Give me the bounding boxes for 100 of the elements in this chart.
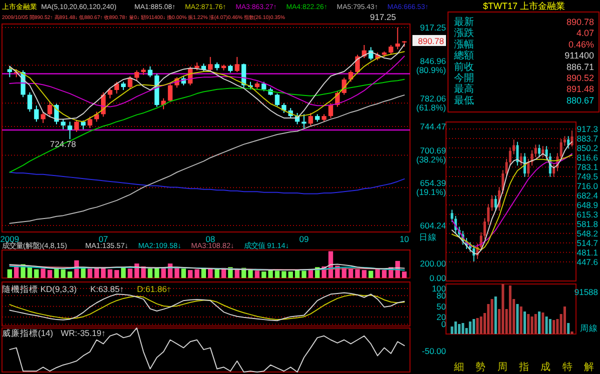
text: 日線 xyxy=(419,232,437,242)
bar xyxy=(382,270,387,278)
bar xyxy=(508,286,512,334)
y-tick-label: 0.00 xyxy=(429,273,446,283)
candlestick xyxy=(161,98,166,110)
text: 細 xyxy=(452,362,464,373)
text: 特 xyxy=(562,361,572,373)
text: 指 xyxy=(518,361,529,373)
bar xyxy=(476,318,479,334)
bar xyxy=(27,267,32,278)
candlestick xyxy=(494,195,497,212)
y-tick-label: 846.96 (80.9%) xyxy=(416,56,446,75)
y-tick-label: 917.25 xyxy=(420,22,446,32)
text: 886.71 xyxy=(566,62,594,72)
bar xyxy=(563,306,566,334)
bar xyxy=(141,266,146,278)
category-label: 漲跌 xyxy=(454,27,474,40)
candlestick xyxy=(60,118,66,130)
y-tick-label: 917.3 xyxy=(576,124,598,134)
candlestick xyxy=(542,146,544,158)
candlestick xyxy=(388,44,394,56)
text: -50.00 xyxy=(422,346,446,356)
bar xyxy=(100,268,106,278)
bar xyxy=(248,270,253,278)
text: 勢 xyxy=(476,361,486,373)
y-tick-label: 615.3 xyxy=(576,209,598,220)
candlestick xyxy=(395,26,400,50)
bar xyxy=(523,312,526,334)
bar xyxy=(34,269,39,278)
text: 891.48 xyxy=(566,84,594,94)
series-label: WR:-35.19↑ xyxy=(60,328,106,338)
text: 890.52 xyxy=(566,73,594,83)
y-tick-label: 682.4 xyxy=(576,190,598,200)
candlestick xyxy=(355,54,360,74)
bar xyxy=(534,314,537,334)
bar xyxy=(355,269,360,278)
candlestick xyxy=(534,144,537,158)
y-tick-label: 648.9 xyxy=(576,200,598,210)
bar xyxy=(494,296,497,334)
bar xyxy=(7,269,12,278)
candlestick xyxy=(40,111,46,124)
text: 880.67 xyxy=(566,95,594,106)
y-tick-label: 581.8 xyxy=(576,218,598,229)
bar xyxy=(174,268,180,278)
y-tick-label: 749.5 xyxy=(576,171,598,182)
text: 911400 xyxy=(564,50,594,61)
y-tick-label: 700.69 (38.2%) xyxy=(416,146,446,165)
text: 成 xyxy=(540,361,551,373)
text: 890.78 xyxy=(418,36,444,46)
y-tick-label: 100 xyxy=(432,283,446,294)
category-label: 漲幅 xyxy=(454,38,474,50)
y-tick-label: 716.0 xyxy=(576,180,598,191)
chart-title: 威廉指標(14) xyxy=(2,328,54,338)
y-tick-label: 80 xyxy=(436,290,446,301)
candlestick xyxy=(47,100,52,118)
bar xyxy=(567,323,570,334)
bar xyxy=(214,269,220,278)
bar xyxy=(548,319,552,334)
bar xyxy=(181,268,186,278)
candlestick xyxy=(348,70,354,82)
candlestick xyxy=(234,56,240,73)
candlestick xyxy=(274,93,280,107)
y-tick-label: 200.00 xyxy=(420,258,446,269)
candlestick xyxy=(88,116,92,129)
category-label: 最高 xyxy=(454,83,474,96)
bar xyxy=(54,268,59,278)
bar xyxy=(254,270,260,278)
bar xyxy=(274,270,280,278)
candlestick xyxy=(328,102,334,118)
candlestick xyxy=(34,105,39,122)
bar xyxy=(362,270,367,278)
line-series xyxy=(9,172,405,194)
bar xyxy=(154,268,160,278)
bar xyxy=(47,270,52,278)
bar xyxy=(288,271,293,278)
bar xyxy=(530,316,534,334)
candlestick xyxy=(148,66,152,78)
bar xyxy=(108,269,112,278)
text: 917.25 xyxy=(370,12,396,22)
bar xyxy=(468,322,472,334)
y-tick-label: 883.7 xyxy=(576,133,598,144)
candlestick xyxy=(208,56,213,72)
bar xyxy=(375,269,380,278)
series-label: K:63.85↑ xyxy=(90,284,124,294)
bar xyxy=(542,312,544,334)
series-label: D:61.86↑ xyxy=(137,284,172,294)
x-tick-label: 08 xyxy=(206,234,216,244)
bar xyxy=(60,269,66,278)
bar xyxy=(121,268,126,278)
bar xyxy=(480,316,482,334)
bar xyxy=(402,271,407,278)
candlestick xyxy=(7,65,12,78)
bar xyxy=(502,284,504,334)
y-tick-label: 850.2 xyxy=(576,142,598,153)
candlestick xyxy=(168,83,173,102)
candlestick xyxy=(570,130,574,148)
bar xyxy=(472,319,476,334)
bar xyxy=(268,270,273,278)
bar xyxy=(262,271,266,278)
y-tick-label: 548.2 xyxy=(576,228,598,238)
